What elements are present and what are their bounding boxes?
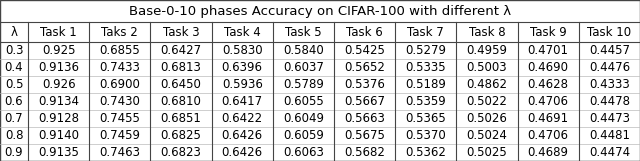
- Text: Task 5: Task 5: [285, 25, 322, 38]
- Text: 0.5189: 0.5189: [405, 78, 446, 91]
- Text: 0.7433: 0.7433: [99, 61, 140, 74]
- Text: 0.5663: 0.5663: [344, 112, 385, 125]
- Text: 0.5840: 0.5840: [283, 44, 324, 57]
- Text: 0.6037: 0.6037: [283, 61, 324, 74]
- Text: 0.6813: 0.6813: [161, 61, 202, 74]
- Text: 0.925: 0.925: [42, 44, 76, 57]
- Text: Taks 2: Taks 2: [101, 25, 138, 38]
- Text: Task 4: Task 4: [224, 25, 260, 38]
- Text: 0.9128: 0.9128: [38, 112, 79, 125]
- Text: Task 7: Task 7: [408, 25, 444, 38]
- Text: 0.5279: 0.5279: [405, 44, 446, 57]
- Text: 0.5362: 0.5362: [405, 146, 446, 159]
- Text: 0.4473: 0.4473: [589, 112, 630, 125]
- Text: 0.5425: 0.5425: [344, 44, 385, 57]
- Text: 0.4706: 0.4706: [528, 129, 569, 142]
- Text: 0.5335: 0.5335: [406, 61, 446, 74]
- Text: 0.3: 0.3: [4, 44, 23, 57]
- Text: 0.9: 0.9: [4, 146, 23, 159]
- Text: 0.4690: 0.4690: [528, 61, 569, 74]
- Text: 0.6900: 0.6900: [99, 78, 140, 91]
- Text: 0.5024: 0.5024: [467, 129, 508, 142]
- Text: 0.6396: 0.6396: [221, 61, 262, 74]
- Text: 0.7430: 0.7430: [99, 95, 140, 108]
- Text: 0.5789: 0.5789: [283, 78, 324, 91]
- Text: 0.6851: 0.6851: [161, 112, 202, 125]
- Text: 0.5376: 0.5376: [344, 78, 385, 91]
- Text: 0.5667: 0.5667: [344, 95, 385, 108]
- Text: 0.9135: 0.9135: [38, 146, 79, 159]
- Text: Task 8: Task 8: [468, 25, 506, 38]
- Text: 0.4959: 0.4959: [467, 44, 508, 57]
- Text: 0.6055: 0.6055: [283, 95, 324, 108]
- Text: 0.6426: 0.6426: [221, 146, 263, 159]
- Text: 0.4706: 0.4706: [528, 95, 569, 108]
- Text: Task 1: Task 1: [40, 25, 77, 38]
- Text: Task 10: Task 10: [588, 25, 632, 38]
- Text: 0.4628: 0.4628: [528, 78, 569, 91]
- Text: 0.5365: 0.5365: [405, 112, 446, 125]
- Text: 0.4691: 0.4691: [527, 112, 569, 125]
- Text: 0.5003: 0.5003: [467, 61, 508, 74]
- Text: 0.6426: 0.6426: [221, 129, 263, 142]
- Text: Task 9: Task 9: [530, 25, 566, 38]
- Text: 0.4476: 0.4476: [589, 61, 630, 74]
- Text: 0.7: 0.7: [4, 112, 23, 125]
- Text: 0.5675: 0.5675: [344, 129, 385, 142]
- Text: λ: λ: [10, 25, 17, 38]
- Text: 0.926: 0.926: [42, 78, 76, 91]
- Text: 0.6855: 0.6855: [99, 44, 140, 57]
- Text: 0.5370: 0.5370: [405, 129, 446, 142]
- Text: 0.4689: 0.4689: [528, 146, 569, 159]
- Text: 0.5359: 0.5359: [405, 95, 446, 108]
- Text: 0.6450: 0.6450: [161, 78, 202, 91]
- Text: 0.6823: 0.6823: [161, 146, 202, 159]
- Text: 0.6063: 0.6063: [283, 146, 324, 159]
- Text: 0.5026: 0.5026: [467, 112, 508, 125]
- Text: 0.7455: 0.7455: [99, 112, 140, 125]
- Text: 0.5022: 0.5022: [467, 95, 508, 108]
- Text: 0.4: 0.4: [4, 61, 23, 74]
- Text: 0.4457: 0.4457: [589, 44, 630, 57]
- Text: 0.6049: 0.6049: [283, 112, 324, 125]
- Text: 0.5652: 0.5652: [344, 61, 385, 74]
- Text: 0.4862: 0.4862: [467, 78, 508, 91]
- Text: 0.6427: 0.6427: [161, 44, 202, 57]
- Text: 0.6810: 0.6810: [161, 95, 202, 108]
- Text: 0.6059: 0.6059: [283, 129, 324, 142]
- Text: 0.4701: 0.4701: [528, 44, 569, 57]
- Text: Task 3: Task 3: [163, 25, 199, 38]
- Text: 0.5936: 0.5936: [222, 78, 262, 91]
- Text: 0.6417: 0.6417: [221, 95, 263, 108]
- Text: 0.4481: 0.4481: [589, 129, 630, 142]
- Text: 0.4333: 0.4333: [589, 78, 630, 91]
- Text: 0.8: 0.8: [4, 129, 23, 142]
- Text: 0.5025: 0.5025: [467, 146, 508, 159]
- Text: 0.9140: 0.9140: [38, 129, 79, 142]
- Text: 0.4474: 0.4474: [589, 146, 630, 159]
- Text: 0.6825: 0.6825: [161, 129, 202, 142]
- Text: Task 6: Task 6: [346, 25, 383, 38]
- Text: 0.5682: 0.5682: [344, 146, 385, 159]
- Text: 0.4478: 0.4478: [589, 95, 630, 108]
- Text: 0.6: 0.6: [4, 95, 23, 108]
- Text: Base-0-10 phases Accuracy on CIFAR-100 with different λ: Base-0-10 phases Accuracy on CIFAR-100 w…: [129, 5, 511, 18]
- Text: 0.9136: 0.9136: [38, 61, 79, 74]
- Text: 0.5830: 0.5830: [222, 44, 262, 57]
- Text: 0.5: 0.5: [4, 78, 23, 91]
- Text: 0.7459: 0.7459: [99, 129, 140, 142]
- Text: 0.9134: 0.9134: [38, 95, 79, 108]
- Text: 0.6422: 0.6422: [221, 112, 263, 125]
- Text: 0.7463: 0.7463: [99, 146, 140, 159]
